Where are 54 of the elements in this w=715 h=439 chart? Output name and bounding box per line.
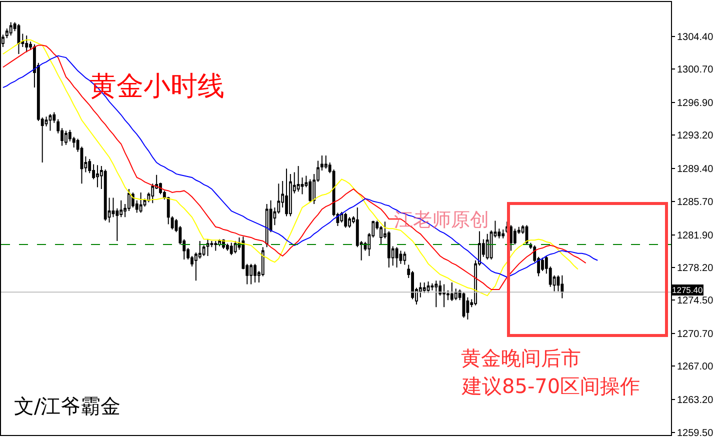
y-tick-label: 1274.50 [677,296,714,307]
candlestick [502,229,505,239]
candlestick [510,224,512,252]
y-tick-label: 1293.20 [677,130,714,142]
candlestick [426,281,430,294]
ref-line-label: 1275.40 [672,285,703,295]
candlestick [348,216,351,228]
candlestick [486,233,489,260]
candlestick [434,280,438,308]
candlestick [139,192,142,214]
y-tick-label: 1263.20 [677,395,714,406]
y-tick-label: 1270.70 [677,329,714,340]
candlestick [265,203,268,248]
y-tick-label: 1296.90 [677,98,714,110]
candlestick [466,296,470,320]
candlestick [170,216,174,230]
candlestick [206,238,210,256]
candlestick [403,251,406,266]
y-tick-label: 1285.70 [677,196,714,208]
candlestick [560,274,564,299]
candlestick [254,263,256,283]
candlestick [250,263,253,285]
y-tick-label: 1281.90 [677,230,714,242]
candlestick [450,282,454,302]
candlestick [214,240,218,252]
y-tick-label: 1304.40 [677,32,714,43]
candlestick [296,166,300,192]
candlestick [104,169,107,222]
candlestick [234,240,237,254]
candlestick [48,114,52,132]
candlestick [17,24,20,55]
candlestick [230,242,233,256]
y-tick-label: 1259.50 [677,428,714,439]
candlestick [344,212,348,228]
candlestick [422,282,426,294]
candlestick [226,243,229,252]
y-tick-label: 1300.70 [677,64,714,76]
y-tick-label: 1267.00 [677,362,714,373]
y-tick-label: 1278.20 [677,262,714,274]
candlestick [285,168,288,217]
candlestick [166,196,170,225]
y-tick-label: 1289.40 [677,164,714,176]
annotation: 黄金晚间后市 [461,346,581,370]
candlestick [395,246,398,268]
candlestick [442,284,446,308]
annotation: 文/江爷霸金 [14,394,121,418]
candlestick [64,130,68,146]
candlestick [320,154,324,171]
candlestick [324,154,328,170]
candlestick [96,164,99,188]
candlestick [9,22,12,36]
annotation: 建议85-70区间操作 [461,374,640,398]
candlestick [25,35,28,53]
candlestick [399,250,402,264]
